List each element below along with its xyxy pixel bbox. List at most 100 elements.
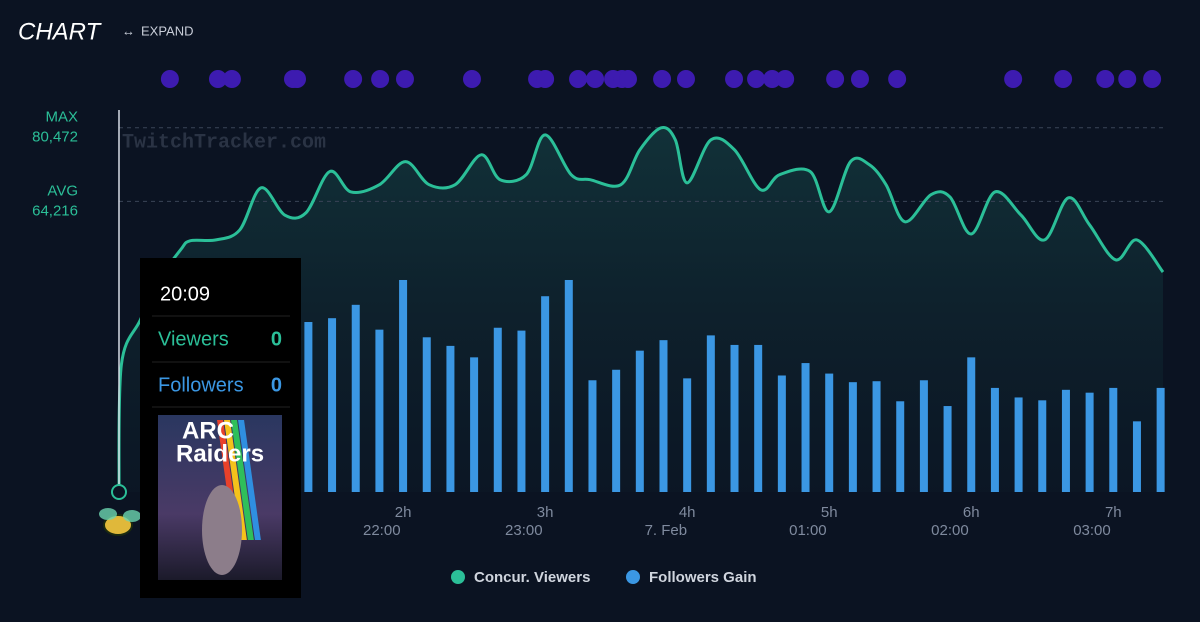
title: CHART xyxy=(18,18,103,45)
bar xyxy=(588,380,597,492)
bar xyxy=(635,350,644,492)
bar xyxy=(422,337,431,492)
event-dot xyxy=(344,70,363,88)
event-dot xyxy=(208,70,227,88)
event-dot xyxy=(160,70,179,88)
tooltip: 20:09 Viewers 0 Followers 0 ARC Raiders xyxy=(140,258,301,598)
bar xyxy=(1132,421,1141,492)
bar xyxy=(375,329,384,492)
reference-name: AVG xyxy=(47,182,78,199)
bar xyxy=(683,378,692,492)
game-cover: ARC Raiders xyxy=(158,415,282,580)
tooltip-label: Viewers xyxy=(158,328,229,350)
event-dot xyxy=(536,70,555,88)
game-title: Raiders xyxy=(176,440,264,467)
bar xyxy=(967,357,976,492)
legend-swatch xyxy=(451,570,465,584)
event-dot xyxy=(776,70,795,88)
x-tick-label: 7h xyxy=(1105,504,1122,521)
x-tick-label: 3h xyxy=(537,504,554,521)
watermark: TwitchTracker.com xyxy=(122,131,326,154)
bar xyxy=(517,330,526,492)
stripe xyxy=(224,420,247,540)
bar xyxy=(730,344,739,492)
event-dot xyxy=(653,70,672,88)
event-dot xyxy=(850,70,869,88)
x-clock-label: 22:00 xyxy=(363,522,401,539)
event-dot xyxy=(1118,70,1137,88)
event-dot xyxy=(288,70,307,88)
bar xyxy=(1156,387,1165,492)
bar xyxy=(470,357,479,492)
event-dot xyxy=(222,70,241,88)
x-tick-label: 2h xyxy=(395,504,412,521)
x-tick-label: 4h xyxy=(679,504,696,521)
event-dot xyxy=(747,70,766,88)
bar xyxy=(943,406,952,492)
bar xyxy=(541,296,550,492)
event-dot xyxy=(569,70,588,88)
bar xyxy=(872,381,881,492)
x-tick-label: 5h xyxy=(821,504,838,521)
legend-label: Followers Gain xyxy=(649,569,757,586)
bar xyxy=(706,335,715,492)
x-clock-label: 01:00 xyxy=(789,522,827,539)
bee-icon xyxy=(99,508,141,536)
bar xyxy=(754,344,763,492)
x-clock-label: 03:00 xyxy=(1073,522,1111,539)
bar xyxy=(990,387,999,492)
expand-button[interactable]: ↔ EXPAND xyxy=(122,23,194,38)
viewer-line xyxy=(117,125,1165,493)
bar xyxy=(564,279,573,492)
event-dot xyxy=(676,70,695,88)
bar xyxy=(1038,400,1047,492)
expand-label: EXPAND xyxy=(141,23,194,38)
reference-value: 80,472 xyxy=(32,129,78,146)
bar xyxy=(399,279,408,492)
reference-value: 64,216 xyxy=(32,202,78,219)
expand-icon: ↔ xyxy=(122,23,135,38)
tooltip-value: 0 xyxy=(271,374,282,396)
event-dot xyxy=(1054,70,1073,88)
bar xyxy=(777,375,786,492)
stripe xyxy=(238,420,261,540)
bar xyxy=(659,340,668,492)
game-title: ARC xyxy=(182,417,234,444)
bar xyxy=(848,382,857,492)
event-dot xyxy=(586,70,605,88)
bar xyxy=(493,327,502,492)
bar xyxy=(304,322,313,492)
event-dot xyxy=(1096,70,1115,88)
reference-name: MAX xyxy=(45,109,78,126)
x-clock-label: 23:00 xyxy=(505,522,543,539)
bar xyxy=(1109,387,1118,492)
bar xyxy=(612,369,621,492)
x-tick-label: 6h xyxy=(963,504,980,521)
bar xyxy=(328,318,337,492)
x-clock-label: 7. Feb xyxy=(645,522,688,539)
bar xyxy=(825,373,834,492)
legend-label: Concur. Viewers xyxy=(474,569,590,586)
event-dot xyxy=(888,70,907,88)
bee-wing xyxy=(123,510,141,522)
event-dot xyxy=(1004,70,1023,88)
event-dot xyxy=(618,70,637,88)
stripe xyxy=(231,420,254,540)
event-dot xyxy=(763,70,782,88)
bar xyxy=(1061,389,1070,492)
tooltip-time: 20:09 xyxy=(160,283,210,305)
event-dot xyxy=(462,70,481,88)
tooltip-label: Followers xyxy=(158,374,244,396)
event-dot xyxy=(371,70,390,88)
bee-wing xyxy=(99,508,117,520)
cursor-dot xyxy=(111,484,127,500)
event-dot xyxy=(725,70,744,88)
bar xyxy=(801,363,810,492)
bar xyxy=(446,345,455,492)
bee-body xyxy=(103,514,133,536)
bar xyxy=(896,401,905,492)
bar xyxy=(919,380,928,492)
event-dot xyxy=(395,70,414,88)
bar xyxy=(1085,392,1094,492)
